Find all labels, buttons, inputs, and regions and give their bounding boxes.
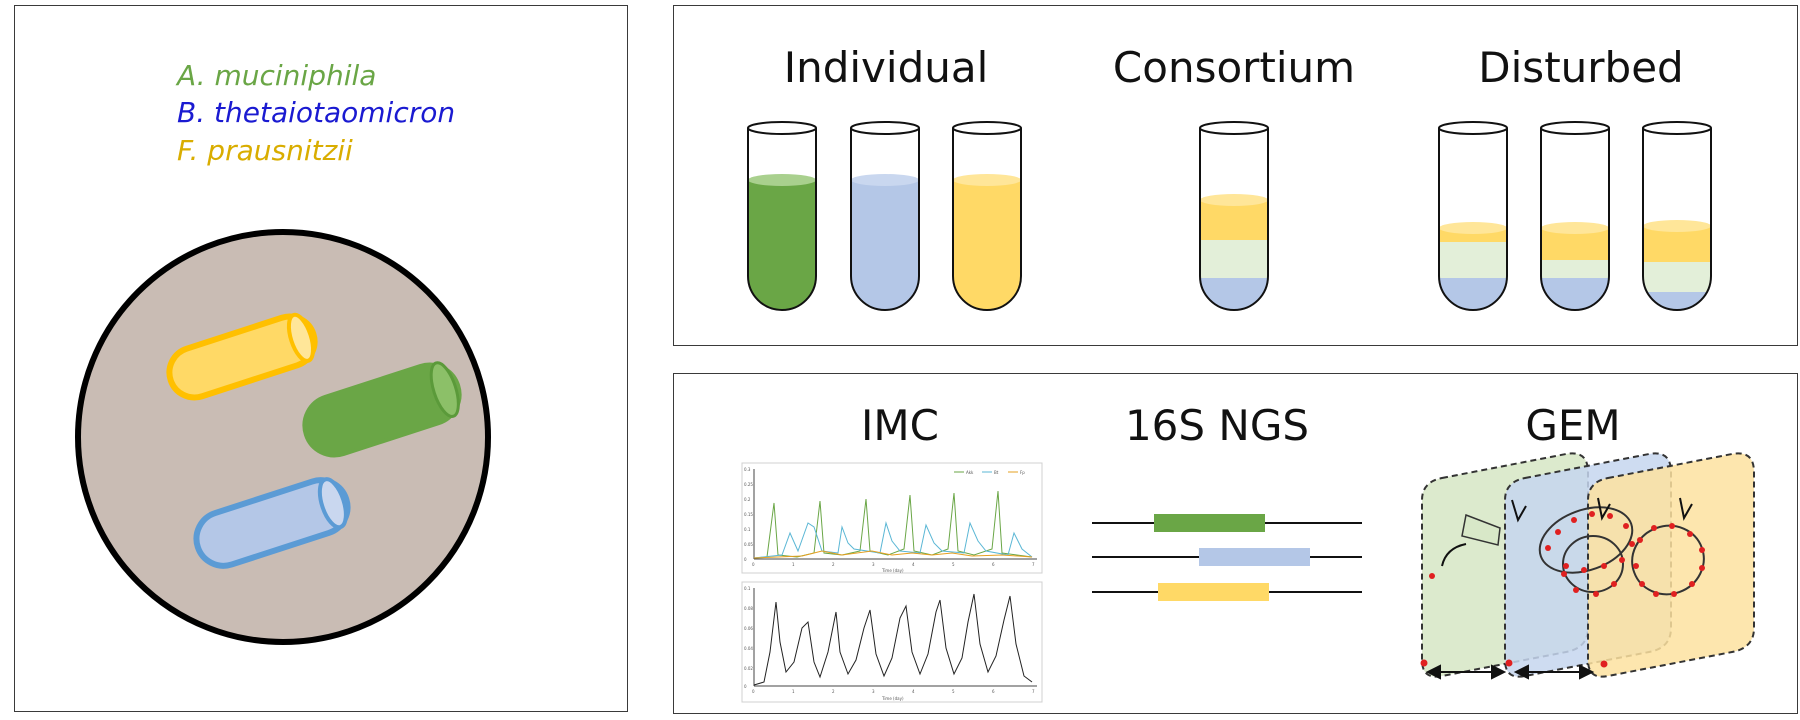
svg-text:0: 0 — [752, 689, 755, 694]
legend-fp: Fp — [1020, 470, 1025, 475]
svg-text:3: 3 — [872, 689, 875, 694]
svg-text:0.15: 0.15 — [744, 512, 753, 517]
gem-reaction-arrow-5 — [1679, 497, 1693, 521]
heading-imc: IMC — [861, 401, 939, 450]
svg-text:2: 2 — [832, 689, 835, 694]
ngs-read-green — [1154, 514, 1265, 532]
imc-top-x-label: Time (day) — [881, 568, 904, 573]
ngs-reads — [1092, 514, 1362, 601]
gem-spacing-arrows — [1425, 664, 1595, 680]
yellow-rod-bacterium — [166, 312, 318, 401]
svg-text:4: 4 — [912, 562, 915, 567]
svg-text:0.05: 0.05 — [744, 542, 753, 547]
blue-rod-bacterium — [193, 477, 351, 569]
svg-text:7: 7 — [1032, 562, 1035, 567]
svg-text:6: 6 — [992, 562, 995, 567]
species-label-akkermansia: A. muciniphila — [177, 59, 377, 92]
svg-text:0.04: 0.04 — [744, 646, 753, 651]
svg-text:1: 1 — [792, 689, 795, 694]
heading-consortium: Consortium — [1112, 43, 1356, 92]
gem-reaction-arrow-2 — [1441, 543, 1467, 567]
svg-text:4: 4 — [912, 689, 915, 694]
gut-cell-circle — [75, 229, 491, 645]
ngs-read-blue — [1199, 548, 1310, 566]
svg-text:7: 7 — [1032, 689, 1035, 694]
heading-disturbed: Disturbed — [1478, 43, 1684, 92]
imc-bottom-x-label: Time (day) — [881, 696, 904, 701]
tube-individual-yellow — [952, 121, 1022, 311]
imc-top-y-ticks: 0.3 0.25 0.2 0.15 0.1 0.05 0 — [744, 467, 753, 562]
svg-text:6: 6 — [992, 689, 995, 694]
svg-text:0: 0 — [744, 684, 747, 689]
svg-text:1: 1 — [792, 562, 795, 567]
imc-chart-bottom: 0.1 0.08 0.06 0.04 0.02 0 0 1 2 3 4 5 6 … — [741, 581, 1043, 703]
tube-individual-green — [747, 121, 817, 311]
imc-bottom-x-ticks: 0 1 2 3 4 5 6 7 — [752, 689, 1035, 694]
legend-bt: Bt — [994, 470, 999, 475]
imc-top-x-ticks: 0 1 2 3 4 5 6 7 — [752, 562, 1035, 567]
gem-pathway-blue — [1538, 506, 1634, 574]
svg-text:5: 5 — [952, 689, 955, 694]
svg-text:0.25: 0.25 — [744, 482, 753, 487]
svg-text:0.1: 0.1 — [744, 527, 751, 532]
gem-reaction-arrow-1 — [1461, 513, 1501, 546]
svg-text:3: 3 — [872, 562, 875, 567]
ngs-read-yellow — [1158, 583, 1269, 601]
svg-text:0.3: 0.3 — [744, 467, 751, 472]
gem-reaction-arrow-3 — [1511, 499, 1527, 523]
svg-text:5: 5 — [952, 562, 955, 567]
gem-layer-yellow — [1587, 452, 1755, 678]
tube-disturbed-2 — [1540, 121, 1610, 311]
heading-individual: Individual — [783, 43, 989, 92]
svg-text:0.06: 0.06 — [744, 626, 753, 631]
heading-gem: GEM — [1525, 401, 1621, 450]
gem-layers — [1420, 452, 1755, 680]
svg-text:0.2: 0.2 — [744, 497, 751, 502]
tube-disturbed-3 — [1642, 121, 1712, 311]
imc-top-trace-fp — [753, 550, 1033, 559]
green-rod-bacterium — [302, 361, 462, 458]
tube-individual-blue — [850, 121, 920, 311]
svg-text:0: 0 — [752, 562, 755, 567]
gem-pathway-yellow-2 — [1562, 535, 1624, 593]
imc-top-trace-bt — [753, 521, 1033, 559]
tube-consortium — [1199, 121, 1269, 311]
svg-text:0.1: 0.1 — [744, 586, 751, 591]
svg-text:2: 2 — [832, 562, 835, 567]
imc-bottom-trace-total — [753, 593, 1033, 686]
svg-text:0.08: 0.08 — [744, 606, 753, 611]
heading-16s-ngs: 16S NGS — [1124, 401, 1310, 450]
imc-bottom-y-ticks: 0.1 0.08 0.06 0.04 0.02 0 — [744, 586, 753, 689]
imc-top-trace-akk — [753, 490, 1033, 559]
gem-reaction-arrow-4 — [1597, 497, 1611, 521]
species-label-faecalibacterium: F. prausnitzii — [177, 134, 353, 167]
svg-text:0: 0 — [744, 557, 747, 562]
imc-top-legend: Akk Bt Fp — [954, 470, 1025, 475]
species-label-bacteroides: B. thetaiotaomicron — [177, 96, 456, 129]
svg-text:0.02: 0.02 — [744, 666, 753, 671]
gem-metabolite-dots — [1420, 511, 1705, 668]
legend-akk: Akk — [966, 470, 974, 475]
imc-chart-top: Akk Bt Fp 0.3 0.25 0.2 0.15 0.1 0.05 0 0… — [741, 462, 1043, 574]
